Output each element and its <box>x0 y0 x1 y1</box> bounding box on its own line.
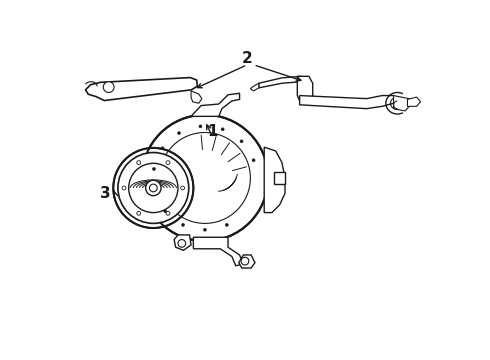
Circle shape <box>146 180 161 195</box>
Circle shape <box>203 228 206 231</box>
Circle shape <box>177 131 181 135</box>
Circle shape <box>122 186 126 190</box>
Polygon shape <box>86 77 197 100</box>
Circle shape <box>181 186 185 190</box>
Circle shape <box>152 167 155 171</box>
Text: 3: 3 <box>99 186 110 201</box>
Circle shape <box>118 153 189 223</box>
Polygon shape <box>191 91 202 103</box>
Polygon shape <box>393 95 411 111</box>
Circle shape <box>142 115 268 241</box>
Circle shape <box>240 140 243 143</box>
Circle shape <box>181 223 185 226</box>
Polygon shape <box>191 93 240 116</box>
Circle shape <box>137 211 141 215</box>
Circle shape <box>137 161 141 165</box>
Polygon shape <box>250 83 259 91</box>
Polygon shape <box>259 76 301 88</box>
Text: 2: 2 <box>242 51 253 66</box>
Circle shape <box>221 128 224 131</box>
Circle shape <box>178 239 186 247</box>
Polygon shape <box>239 255 255 268</box>
Circle shape <box>149 184 157 192</box>
Polygon shape <box>297 76 313 101</box>
Polygon shape <box>300 95 397 109</box>
Circle shape <box>129 163 178 213</box>
Circle shape <box>199 125 202 128</box>
Circle shape <box>252 159 255 162</box>
Circle shape <box>161 147 164 150</box>
Circle shape <box>153 190 156 193</box>
Polygon shape <box>408 97 420 106</box>
Polygon shape <box>194 237 244 266</box>
Circle shape <box>225 223 228 226</box>
Text: 1: 1 <box>207 124 218 139</box>
Circle shape <box>166 161 170 165</box>
Circle shape <box>113 148 194 228</box>
Polygon shape <box>274 172 285 184</box>
Circle shape <box>241 257 249 265</box>
Circle shape <box>166 211 170 215</box>
Circle shape <box>164 210 167 213</box>
Polygon shape <box>264 147 285 213</box>
Circle shape <box>103 82 114 93</box>
Polygon shape <box>174 235 191 250</box>
